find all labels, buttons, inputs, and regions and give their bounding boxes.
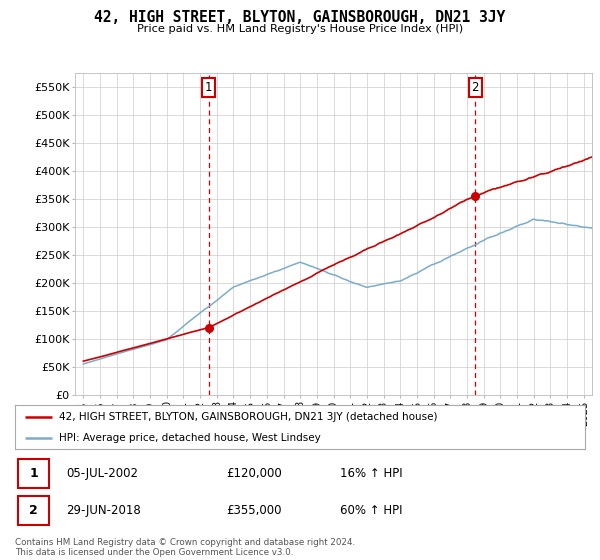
Text: 05-JUL-2002: 05-JUL-2002 <box>66 467 139 480</box>
Text: 60% ↑ HPI: 60% ↑ HPI <box>340 504 403 517</box>
Text: HPI: Average price, detached house, West Lindsey: HPI: Average price, detached house, West… <box>59 433 321 443</box>
Bar <box>18 459 49 488</box>
Text: This data is licensed under the Open Government Licence v3.0.: This data is licensed under the Open Gov… <box>15 548 293 557</box>
Text: 1: 1 <box>205 81 212 95</box>
Text: 2: 2 <box>29 504 38 517</box>
Bar <box>18 496 49 525</box>
Text: 29-JUN-2018: 29-JUN-2018 <box>66 504 141 517</box>
Text: 2: 2 <box>472 81 479 95</box>
Text: 42, HIGH STREET, BLYTON, GAINSBOROUGH, DN21 3JY: 42, HIGH STREET, BLYTON, GAINSBOROUGH, D… <box>94 10 506 25</box>
Text: 16% ↑ HPI: 16% ↑ HPI <box>340 467 403 480</box>
Text: Contains HM Land Registry data © Crown copyright and database right 2024.: Contains HM Land Registry data © Crown c… <box>15 538 355 547</box>
Text: 42, HIGH STREET, BLYTON, GAINSBOROUGH, DN21 3JY (detached house): 42, HIGH STREET, BLYTON, GAINSBOROUGH, D… <box>59 412 438 422</box>
Text: £120,000: £120,000 <box>226 467 281 480</box>
Text: 1: 1 <box>29 467 38 480</box>
Text: Price paid vs. HM Land Registry's House Price Index (HPI): Price paid vs. HM Land Registry's House … <box>137 24 463 34</box>
Text: £355,000: £355,000 <box>226 504 281 517</box>
